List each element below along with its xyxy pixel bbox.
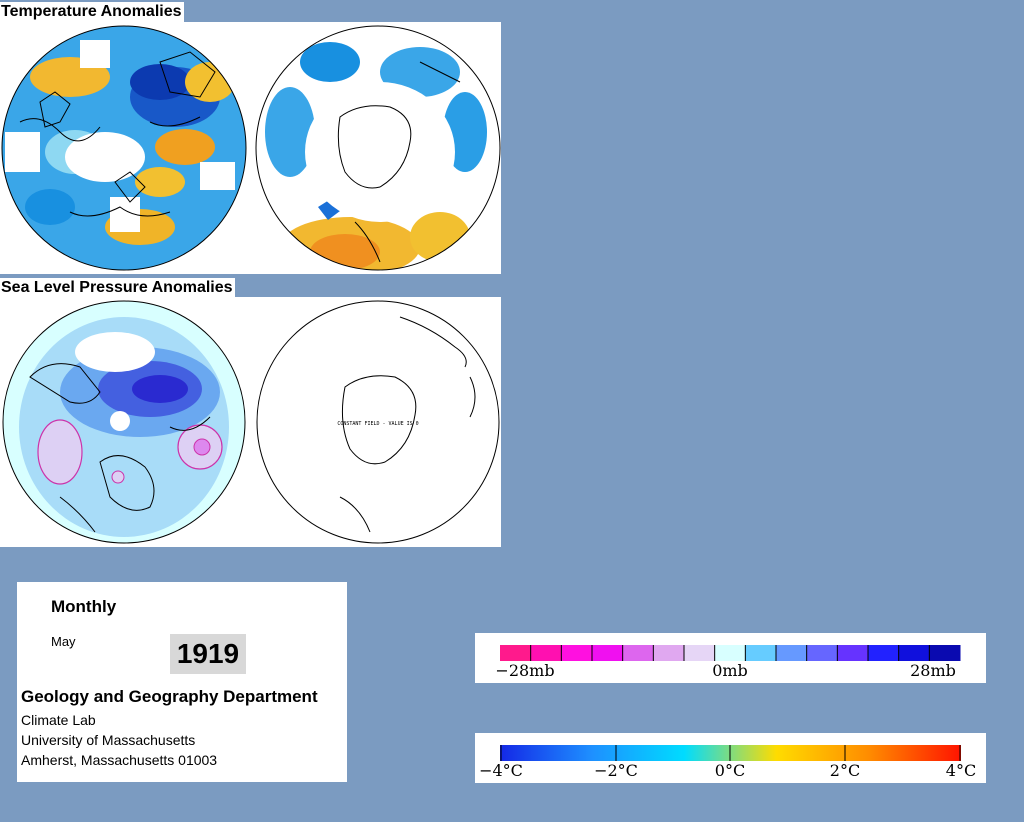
pressure-colorbar [500,645,961,661]
colorbar-swatch [898,645,930,661]
colorbar-swatch [837,645,869,661]
temp-label-4: 4°C [945,761,977,780]
colorbar-swatch [806,645,838,661]
info-line-lab: Climate Lab [21,712,96,728]
temp-label-2: 2°C [829,761,861,780]
colorbar-swatch [929,645,961,661]
constant-field-note: CONSTANT FIELD - VALUE IS 0 [337,421,418,427]
colorbar-swatch [561,645,593,661]
colorbar-swatch [530,645,562,661]
month-label: May [51,634,76,649]
colorbar-swatch [500,645,532,661]
colorbar-swatch [592,645,624,661]
pressure-south-map: CONSTANT FIELD - VALUE IS 0 [256,300,500,544]
pressure-label-zero: 0mb [712,661,748,680]
pressure-north-map [3,301,245,543]
temperature-maps-panel [0,22,501,274]
info-box: Monthly May 1919 Geology and Geography D… [17,582,347,782]
temp-label-neg4: −4°C [479,761,523,780]
colorbar-swatch [653,645,685,661]
temperature-colorbar [500,745,961,761]
pressure-legend: −28mb 0mb 28mb [475,633,986,683]
pressure-label-max: 28mb [910,661,956,680]
temperature-north-map [2,26,246,270]
pressure-title: Sea Level Pressure Anomalies [0,278,235,298]
info-line-university: University of Massachusetts [21,732,196,748]
colorbar-swatch [868,645,900,661]
temperature-legend: −4°C −2°C 0°C 2°C 4°C [475,733,986,783]
colorbar-swatch [684,645,716,661]
year-display: 1919 [170,634,246,674]
colorbar-swatch [622,645,654,661]
temp-label-neg2: −2°C [594,761,638,780]
temp-label-0: 0°C [714,761,746,780]
colorbar-swatch [714,645,746,661]
temperature-title: Temperature Anomalies [0,2,184,22]
temperature-south-map [256,26,500,270]
department-name: Geology and Geography Department [21,687,318,706]
mode-label: Monthly [51,597,117,616]
colorbar-swatch [745,645,777,661]
pressure-maps-panel: CONSTANT FIELD - VALUE IS 0 [0,297,501,547]
colorbar-swatch [776,645,808,661]
info-line-address: Amherst, Massachusetts 01003 [21,752,218,768]
pressure-label-min: −28mb [495,661,555,680]
